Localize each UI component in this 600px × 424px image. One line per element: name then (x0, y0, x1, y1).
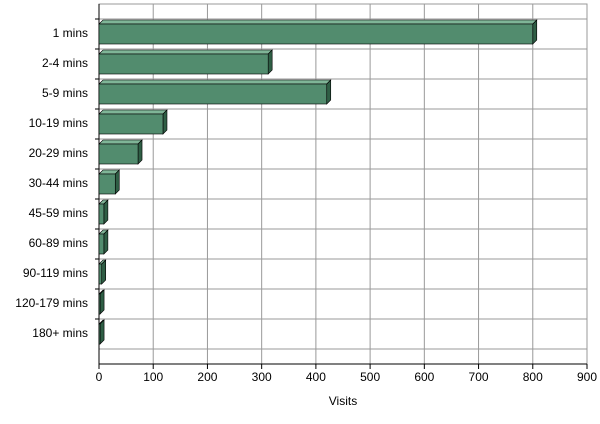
x-tick-label: 300 (252, 370, 272, 384)
bar-face (162, 109, 168, 135)
bar-face (114, 169, 120, 195)
bar-face (98, 113, 164, 135)
bar-face (98, 263, 103, 285)
bar (98, 229, 109, 255)
x-tick-label: 0 (96, 370, 103, 384)
bar-face (98, 79, 332, 85)
x-tick-label: 400 (306, 370, 326, 384)
y-tick-label: 2-4 mins (42, 56, 88, 70)
bar (98, 319, 105, 345)
bar-face (103, 199, 109, 225)
bar-face (137, 139, 143, 165)
bar-face (101, 259, 107, 285)
x-tick-label: 700 (469, 370, 489, 384)
bar-face (98, 49, 273, 55)
bar (98, 139, 143, 165)
y-tick-label: 90-119 mins (23, 266, 88, 280)
x-tick-label: 100 (143, 370, 163, 384)
y-tick-label: 30-44 mins (29, 176, 88, 190)
bar-face (98, 323, 101, 345)
bar-face (98, 293, 101, 315)
y-tick-label: 60-89 mins (29, 236, 88, 250)
y-tick-label: 180+ mins (32, 326, 88, 340)
bar-face (267, 49, 273, 75)
bar-face (98, 173, 116, 195)
bar-face (98, 233, 105, 255)
bar-face (98, 203, 105, 225)
y-tick-label: 45-59 mins (29, 206, 88, 220)
bar-face (98, 19, 538, 25)
x-tick-label: 600 (414, 370, 434, 384)
y-tick-label: 10-19 mins (29, 116, 88, 130)
x-tick-label: 900 (577, 370, 597, 384)
x-axis-label: Visits (329, 394, 357, 408)
bar-face (326, 79, 332, 105)
bar-face (103, 229, 109, 255)
x-tick-label: 500 (360, 370, 380, 384)
bar (98, 79, 332, 105)
x-tick-label: 800 (523, 370, 543, 384)
bar (98, 49, 273, 75)
bar-face (98, 53, 269, 75)
bar-face (98, 143, 139, 165)
bar-face (98, 83, 328, 105)
bar (98, 259, 107, 285)
y-tick-label: 5-9 mins (42, 86, 88, 100)
bar (98, 289, 105, 315)
bar (98, 19, 538, 45)
bar-face (98, 139, 143, 145)
bar (98, 199, 109, 225)
bar-face (98, 109, 168, 115)
y-tick-label: 120-179 mins (15, 296, 88, 310)
bar-face (532, 19, 538, 45)
bar-face (99, 319, 105, 345)
x-tick-label: 200 (197, 370, 217, 384)
bar-face (98, 23, 534, 45)
bar (98, 109, 168, 135)
y-tick-label: 1 mins (53, 26, 88, 40)
bar (98, 169, 120, 195)
bar-face (99, 289, 105, 315)
y-tick-label: 20-29 mins (29, 146, 88, 160)
